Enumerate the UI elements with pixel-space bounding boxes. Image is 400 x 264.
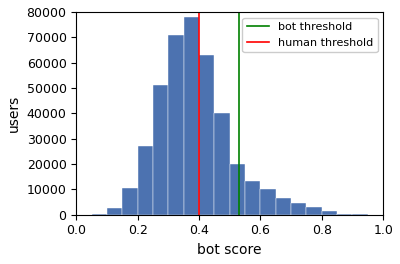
Bar [214,113,230,215]
Bar [291,203,306,215]
Legend: bot threshold, human threshold: bot threshold, human threshold [242,17,378,52]
Bar [153,86,168,215]
Bar [138,146,153,215]
Bar [276,198,291,215]
Bar [230,164,245,215]
Bar [168,35,184,215]
Bar [92,214,107,215]
Bar [352,214,368,215]
X-axis label: bot score: bot score [198,243,262,257]
Bar [306,207,322,215]
Bar [245,181,260,215]
Bar [260,190,276,215]
Bar [184,17,199,215]
Y-axis label: users: users [7,95,21,132]
bot threshold [236,213,241,216]
Bar [107,209,122,215]
Bar [199,55,214,215]
Bar [337,214,352,215]
human threshold [196,213,201,216]
bot threshold [236,213,241,216]
Bar [322,211,337,215]
Bar [122,188,138,215]
human threshold [196,213,201,216]
